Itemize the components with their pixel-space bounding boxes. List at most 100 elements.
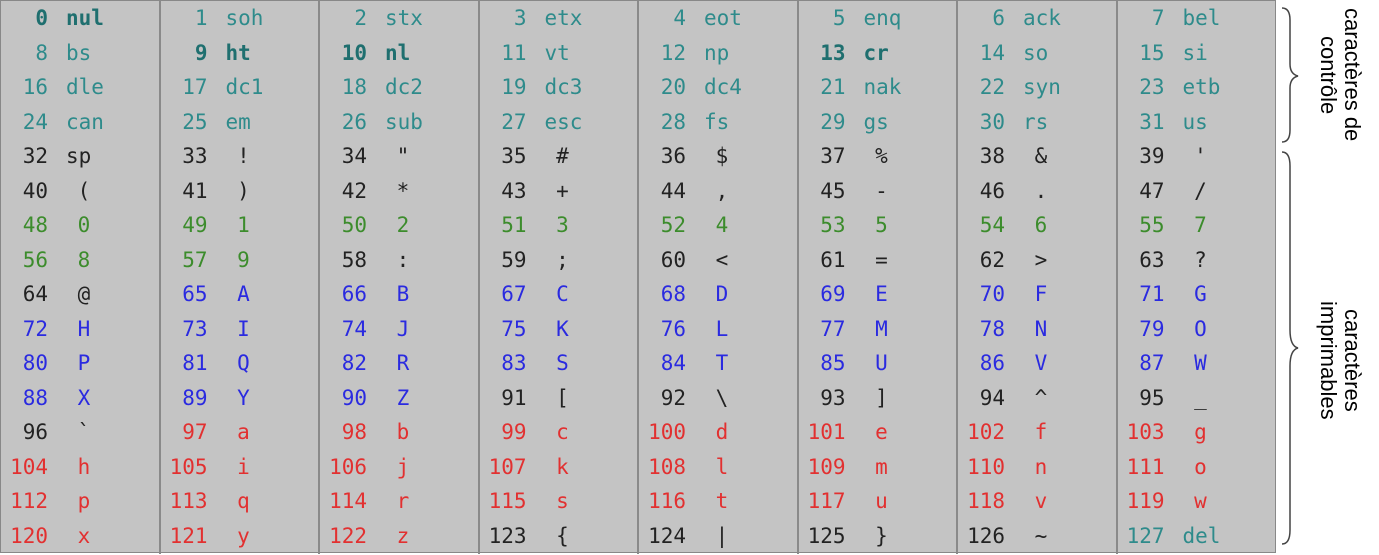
ascii-code: 76 <box>660 316 686 341</box>
ascii-code: 24 <box>22 109 48 134</box>
ascii-code: 126 <box>967 523 1005 548</box>
ascii-code: 25 <box>182 109 208 134</box>
ascii-code: 125 <box>807 523 846 548</box>
ascii-code: 100 <box>648 420 686 444</box>
ascii-code: 8 <box>35 40 48 65</box>
ascii-char: q <box>237 489 250 513</box>
ascii-char: N <box>1034 316 1048 341</box>
ascii-code: 95 <box>1139 385 1165 410</box>
ascii-code: 91 <box>501 385 527 410</box>
ascii-code: 13 <box>820 40 846 65</box>
ascii-code: 64 <box>22 282 48 306</box>
ascii-char: A <box>237 282 250 306</box>
ascii-cell: 74 J <box>320 312 477 347</box>
ascii-column: 0 nul 8 bs 16 dle 24 can 32 sp 40(48 0 56 8 64 @72 H 80 P 8… <box>1 1 161 554</box>
ascii-code: 103 <box>1126 420 1165 444</box>
ascii-code: 27 <box>501 109 527 134</box>
ascii-char: O <box>1194 316 1207 341</box>
ascii-char: x <box>77 523 91 548</box>
ascii-code: 99 <box>501 420 527 444</box>
ascii-code: 26 <box>341 109 367 134</box>
ascii-code: 42 <box>341 178 367 203</box>
ascii-cell: 4 eot <box>639 1 796 36</box>
ascii-cell: 18 dc2 <box>320 70 477 105</box>
ascii-cell: 41) <box>161 174 318 209</box>
ascii-code: 111 <box>1126 454 1165 479</box>
ascii-cell: 35 # <box>480 139 637 174</box>
ascii-cell: 78 N <box>958 312 1115 347</box>
ascii-char: t <box>715 489 729 513</box>
ascii-cell: 121 y <box>161 519 318 554</box>
ascii-column: 2 stx 10 nl 18 dc2 26 sub 34 " 42 * 50 2 58: 66 B 74 J 82 R 9… <box>320 1 480 554</box>
ascii-char: W <box>1194 351 1207 375</box>
ascii-char: % <box>875 144 888 168</box>
ascii-cell: 65 A <box>161 277 318 312</box>
ascii-code: 32 <box>22 144 48 168</box>
ascii-cell: 124 | <box>639 519 796 554</box>
ascii-cell: 90 Z <box>320 381 477 416</box>
ascii-char: 8 <box>77 247 91 272</box>
ascii-char: r <box>396 489 410 513</box>
ascii-char: ` <box>77 420 91 444</box>
ascii-char: V <box>1034 351 1048 375</box>
ascii-table: 0 nul 8 bs 16 dle 24 can 32 sp 40(48 0 56 8 64 @72 H 80 P 8… <box>0 0 1276 554</box>
ascii-cell: 25 em <box>161 105 318 140</box>
ascii-code: 34 <box>341 144 367 168</box>
ascii-code: 55 <box>1139 213 1165 237</box>
ascii-char: 3 <box>556 213 569 237</box>
ascii-code: 106 <box>329 454 367 479</box>
ascii-code: 61 <box>820 247 846 272</box>
ascii-cell: 107 k <box>480 450 637 485</box>
ascii-char: c <box>556 420 569 444</box>
ascii-cell: 66 B <box>320 277 477 312</box>
ascii-char: { <box>556 523 569 548</box>
ascii-cell: 58: <box>320 243 477 278</box>
ascii-code: 58 <box>341 247 367 272</box>
ascii-code: 69 <box>820 282 846 306</box>
ascii-char: em <box>225 109 251 134</box>
ascii-char: dc2 <box>385 75 423 99</box>
ascii-cell: 0 nul <box>1 1 158 36</box>
ascii-code: 107 <box>488 454 527 479</box>
ascii-cell: 6 ack <box>958 1 1115 36</box>
ascii-char: u <box>875 489 888 513</box>
ascii-char: E <box>875 282 888 306</box>
ascii-cell: 29 gs <box>799 105 956 140</box>
ascii-cell: 104 h <box>1 450 158 485</box>
ascii-char: @ <box>77 282 91 306</box>
ascii-char: h <box>77 454 91 479</box>
ascii-char: ht <box>225 40 251 65</box>
ascii-code: 63 <box>1139 247 1165 272</box>
ascii-cell: 91 [ <box>480 381 637 416</box>
ascii-code: 23 <box>1139 75 1165 99</box>
ascii-code: 127 <box>1126 523 1165 548</box>
ascii-code: 12 <box>660 40 686 65</box>
ascii-code: 115 <box>488 489 527 513</box>
ascii-char: : <box>396 247 410 272</box>
ascii-char: nl <box>385 40 411 65</box>
ascii-char: ack <box>1023 6 1061 30</box>
ascii-char: nul <box>66 6 104 30</box>
ascii-cell: 42 * <box>320 174 477 209</box>
ascii-cell: 113 q <box>161 484 318 519</box>
ascii-cell: 5 enq <box>799 1 956 36</box>
ascii-char: j <box>396 454 410 479</box>
ascii-char: . <box>1034 178 1048 203</box>
ascii-cell: 81 Q <box>161 346 318 381</box>
ascii-code: 19 <box>501 75 527 99</box>
ascii-code: 57 <box>182 247 208 272</box>
ascii-char: } <box>875 523 888 548</box>
ascii-code: 77 <box>820 316 846 341</box>
ascii-char: m <box>875 454 888 479</box>
ascii-char: gs <box>863 109 889 134</box>
ascii-cell: 24 can <box>1 105 158 140</box>
ascii-char: 5 <box>875 213 888 237</box>
ascii-char: dle <box>66 75 104 99</box>
ascii-cell: 86 V <box>958 346 1115 381</box>
ascii-char: stx <box>385 6 423 30</box>
ascii-char: = <box>875 247 888 272</box>
ascii-code: 88 <box>22 385 48 410</box>
ascii-code: 62 <box>979 247 1005 272</box>
ascii-cell: 112 p <box>1 484 158 519</box>
ascii-cell: 70 F <box>958 277 1115 312</box>
